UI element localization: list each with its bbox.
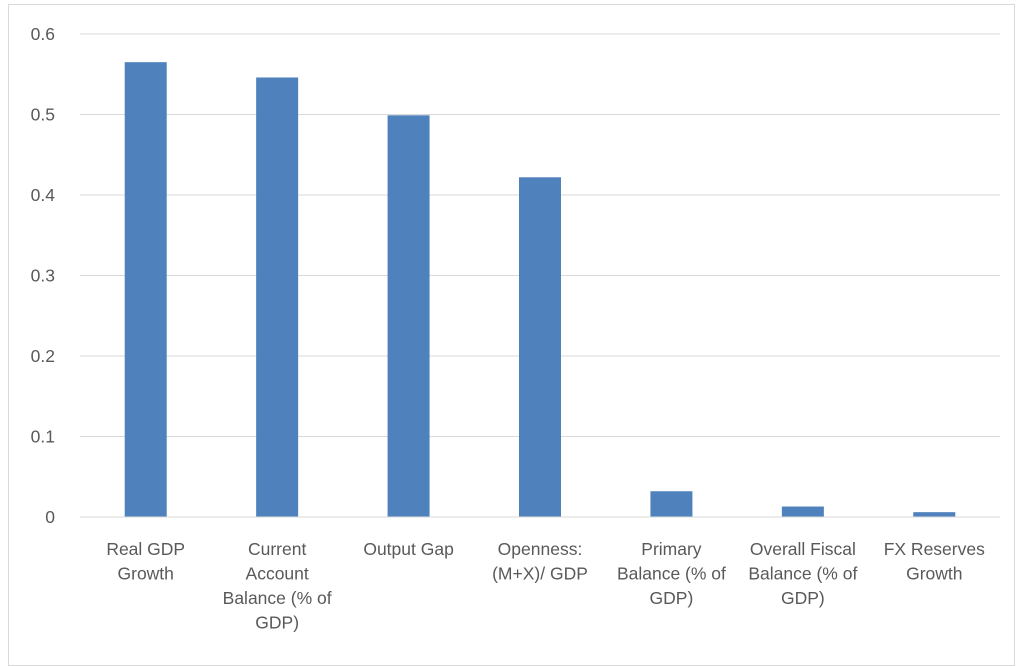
gridlines bbox=[80, 33, 1000, 437]
bar bbox=[781, 506, 824, 517]
x-tick-label-line: Balance (% of bbox=[748, 564, 857, 584]
x-tick-label-line: Overall Fiscal bbox=[750, 539, 856, 559]
y-tick-label: 0.6 bbox=[31, 24, 55, 44]
x-tick-label: FX Reserves Growth bbox=[884, 539, 985, 584]
x-tick-label-line: Primary bbox=[641, 539, 702, 559]
x-tick-label-line: GDP) bbox=[781, 588, 825, 608]
x-tick-label: Openness: (M+X)/ GDP bbox=[492, 539, 588, 584]
y-tick-label: 0 bbox=[45, 507, 55, 527]
bar bbox=[387, 115, 430, 518]
x-tick-label: Primary Balance (% of GDP) bbox=[617, 539, 726, 608]
x-tick-label-line: Growth bbox=[906, 564, 962, 584]
bar bbox=[124, 62, 167, 518]
x-tick-label-line: FX Reserves bbox=[884, 539, 985, 559]
x-tick-label-line: Growth bbox=[118, 564, 174, 584]
x-tick-label-line: (M+X)/ GDP bbox=[492, 564, 588, 584]
x-tick-label-line: Output Gap bbox=[363, 539, 453, 559]
y-tick-label: 0.3 bbox=[31, 266, 55, 286]
y-tick-label: 0.1 bbox=[31, 427, 55, 447]
bar bbox=[650, 491, 693, 517]
bar bbox=[256, 77, 299, 517]
x-tick-label: Overall Fiscal Balance (% of GDP) bbox=[748, 539, 857, 608]
y-tick-label: 0.2 bbox=[31, 346, 55, 366]
y-axis-ticks: 0 0.1 0.2 0.3 0.4 0.5 0.6 bbox=[31, 24, 56, 527]
x-tick-label-line: Current bbox=[248, 539, 306, 559]
x-tick-label: Current Account Balance (% of GDP) bbox=[223, 539, 332, 633]
x-tick-label-line: Openness: bbox=[498, 539, 583, 559]
x-tick-label-line: GDP) bbox=[255, 613, 299, 633]
x-tick-label-line: Account bbox=[246, 564, 309, 584]
y-tick-label: 0.5 bbox=[31, 105, 55, 125]
x-axis-labels: Real GDP Growth Current Account Balance (% o… bbox=[106, 539, 985, 633]
x-tick-label-line: Balance (% of bbox=[223, 588, 332, 608]
bars bbox=[124, 62, 956, 518]
bar bbox=[913, 512, 956, 517]
x-tick-label: Output Gap bbox=[363, 539, 453, 559]
x-tick-label-line: GDP) bbox=[650, 588, 694, 608]
x-tick-label: Real GDP Growth bbox=[106, 539, 185, 584]
y-tick-label: 0.4 bbox=[31, 185, 56, 205]
x-tick-label-line: Real GDP bbox=[106, 539, 185, 559]
bar bbox=[519, 177, 561, 518]
x-tick-label-line: Balance (% of bbox=[617, 564, 726, 584]
